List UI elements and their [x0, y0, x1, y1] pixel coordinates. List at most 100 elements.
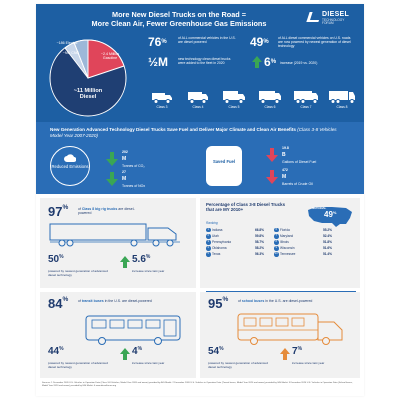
down-arrow-icon [266, 170, 278, 184]
truck-class-label: Class 8 [336, 105, 348, 109]
school-bus-card: 95% of school buses in the U.S. are dies… [200, 292, 360, 378]
saved-fuel-label: Saved Fuel [212, 159, 236, 164]
transit-increase-unit: % [137, 346, 143, 352]
stat-value: ½M [148, 55, 169, 69]
list-item: 3 Pennsylvania 58.7% [206, 239, 266, 245]
class8-increase-value: 5.6 [132, 254, 146, 265]
logo-word: DIESEL [322, 11, 350, 18]
class8-newgen-unit: % [59, 254, 64, 260]
page-title: More New Diesel Trucks on the Road = Mor… [54, 10, 304, 28]
list-item: 9 Wisconsin 51.6% [274, 245, 334, 251]
rank-number: 10 [274, 252, 279, 257]
stat-value: 6 [264, 55, 271, 69]
ranking-list-left: 1 Indiana 66.8% 2 Utah 59.8% 3 Pennsylvania 58… [206, 227, 266, 257]
pie-slice-electric [64, 41, 89, 79]
transit-value: 84 [48, 296, 63, 311]
truck-icon [294, 91, 318, 104]
rank-value: 56.3% [254, 252, 264, 257]
stat-value: 76 [148, 35, 162, 49]
school-stat: 95% [208, 296, 228, 311]
gallons-unit: B [282, 152, 286, 158]
list-item: 10 Tennessee 51.4% [274, 251, 334, 257]
saved-fuel-badge: Saved Fuel [206, 146, 242, 186]
infographic-sheet: More New Diesel Trucks on the Road = Mor… [36, 4, 364, 396]
logo-subtitle: TECHNOLOGY FORUM [322, 18, 345, 26]
rank-state: Florida [280, 228, 290, 232]
gallons-text: Gallons of Diesel Fuel [282, 160, 317, 164]
transit-newgen-value: 44 [48, 346, 60, 357]
transit-increase-text: increase since last year [132, 361, 165, 365]
transit-increase-stat: 4% [132, 346, 142, 357]
title-line-1: More New Diesel Trucks on the Road = [111, 10, 247, 19]
list-item: 7 Maryland 52.4% [274, 233, 334, 239]
school-desc-bold: school buses [241, 299, 265, 303]
school-newgen-value: 54 [208, 346, 220, 357]
rank-number: 7 [274, 234, 279, 239]
truck-class-4: Class 4 [184, 90, 212, 109]
list-item: 6 Florida 55.2% [274, 227, 334, 233]
rank-number: 4 [206, 246, 211, 251]
transit-unit: % [62, 296, 69, 303]
rank-value: 51.4% [322, 252, 332, 257]
pie-label-diesel: ~11 Million Diesel [73, 88, 103, 100]
truck-icon [188, 92, 208, 104]
class8-increase-text: increase since last year [132, 269, 165, 273]
cloud-icon [64, 154, 76, 162]
rank-state: Wisconsin [280, 246, 295, 251]
gallons-stat: 19.8 B Gallons of Diesel Fuel [282, 146, 316, 164]
truck-class-label: Class 6 [264, 105, 276, 109]
down-arrow-icon [266, 148, 278, 162]
class8-stat: 97% [48, 204, 68, 219]
class8-newgen-stat: 50% [48, 254, 64, 265]
co2-stat: 202 M Tonnes of CO₂ [122, 150, 145, 168]
school-increase-text: increase since last year [292, 361, 325, 365]
fleet-pie-chart [49, 39, 127, 117]
diesel-forum-logo: DIESEL TECHNOLOGY FORUM [306, 11, 356, 26]
stat-new-trucks: ½M [148, 56, 168, 68]
down-arrow-icon [106, 172, 118, 186]
barrels-value: 472 [282, 168, 288, 172]
truck-class-3: Class 3 [148, 90, 176, 109]
barrels-text: Barrels of Crude Oil [282, 182, 313, 186]
truck-class-label: Class 5 [228, 105, 240, 109]
school-increase-value: 7 [292, 346, 298, 357]
semi-truck-illustration [49, 223, 180, 247]
class8-unit: % [62, 204, 69, 211]
school-unit: % [222, 296, 229, 303]
rank-number: 8 [274, 240, 279, 245]
up-arrow-icon [120, 348, 130, 360]
truck-class-6: Class 6 [256, 90, 284, 109]
truck-class-7: Class 7 [292, 90, 320, 109]
reduced-emissions-label: Reduced Emissions [51, 164, 89, 169]
class8-desc-post: are diesel-powered [78, 207, 135, 216]
transit-desc: of transit buses in the U.S. are diesel-… [78, 299, 158, 303]
pie-slice-gasoline [87, 39, 125, 79]
transit-newgen-stat: 44% [48, 346, 64, 357]
rank-value: 51.6% [322, 246, 332, 251]
nox-stat: 27 M Tonnes of NOx [122, 170, 145, 188]
benefits-title-note: (Class 3-8 Vehicles Model Year 2007-2020… [50, 127, 337, 138]
rank-state: Pennsylvania [212, 240, 231, 245]
up-arrow-icon [280, 348, 290, 360]
rank-value: 58.7% [254, 240, 264, 245]
barrels-stat: 472 M Barrels of Crude Oil [282, 168, 313, 186]
rank-number: 6 [274, 227, 279, 233]
national-value: 49 [324, 210, 333, 219]
reduced-emissions-badge: Reduced Emissions [50, 146, 90, 186]
list-item: 4 Oklahoma 58.2% [206, 245, 266, 251]
national-label: NATIONAL [312, 206, 327, 210]
rank-number: 3 [206, 240, 211, 245]
school-bus-illustration [237, 313, 343, 345]
semi-truck-icon [329, 91, 355, 104]
nox-text: Tonnes of NOx [122, 184, 146, 188]
school-newgen-stat: 54% [208, 346, 224, 357]
class8-desc-bold: Class 8 big rig trucks [81, 207, 118, 211]
school-newgen-unit: % [219, 346, 224, 352]
rank-value: 59.8% [254, 234, 264, 239]
ranking-title: Percentage of Class 3-8 Diesel Trucks th… [206, 202, 286, 212]
national-unit: % [332, 210, 337, 215]
us-map-icon [308, 207, 352, 227]
truck-class-row: Class 3 Class 4 Class 5 Class 6 Class 7 … [148, 90, 360, 118]
class8-newgen-text: powered by newest generation of advanced… [48, 269, 108, 277]
